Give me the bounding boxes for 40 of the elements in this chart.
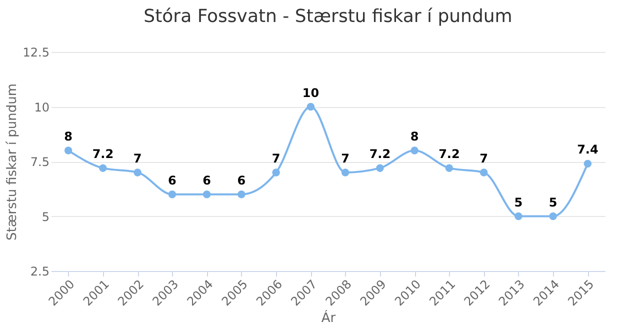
point xyxy=(514,212,522,220)
point xyxy=(376,164,384,172)
data-label: 7.2 xyxy=(92,147,114,162)
data-label: 5 xyxy=(514,195,523,210)
data-label: 6 xyxy=(168,173,176,188)
point xyxy=(584,160,592,168)
data-label: 7 xyxy=(480,151,488,166)
data-label: 5 xyxy=(548,195,558,210)
point xyxy=(410,146,418,154)
data-label: 10 xyxy=(302,86,320,100)
data-label: 8 xyxy=(410,130,419,144)
y-tick-label: 5 xyxy=(42,210,50,224)
point xyxy=(480,168,488,176)
data-label: 7 xyxy=(272,151,280,166)
y-tick-label: 7.5 xyxy=(30,155,50,169)
data-label: 8 xyxy=(64,130,72,144)
point xyxy=(272,168,280,176)
y-tick-label: 12.5 xyxy=(22,46,50,60)
point xyxy=(549,212,557,220)
data-label: 6 xyxy=(237,173,246,188)
x-axis-title: Ár xyxy=(321,308,336,326)
data-label: 7.2 xyxy=(438,147,460,162)
data-label: 7.2 xyxy=(369,147,391,162)
point xyxy=(341,168,350,176)
chart-title: Stóra Fossvatn - Stærstu fiskar í pundum xyxy=(144,6,512,27)
data-label: 6 xyxy=(202,173,211,188)
point xyxy=(306,102,315,111)
data-label: 7 xyxy=(133,151,142,166)
point xyxy=(99,164,107,172)
point xyxy=(445,164,454,172)
y-tick-label: 2.5 xyxy=(30,264,50,278)
data-label: 7.4 xyxy=(577,142,598,157)
point xyxy=(64,146,72,154)
point xyxy=(168,190,176,198)
y-axis-title: Stærstu fiskar í pundum xyxy=(4,83,20,241)
data-label: 7 xyxy=(341,151,350,166)
point xyxy=(134,168,142,176)
y-tick-label: 10 xyxy=(34,100,50,114)
point xyxy=(238,190,246,198)
point xyxy=(202,190,211,198)
